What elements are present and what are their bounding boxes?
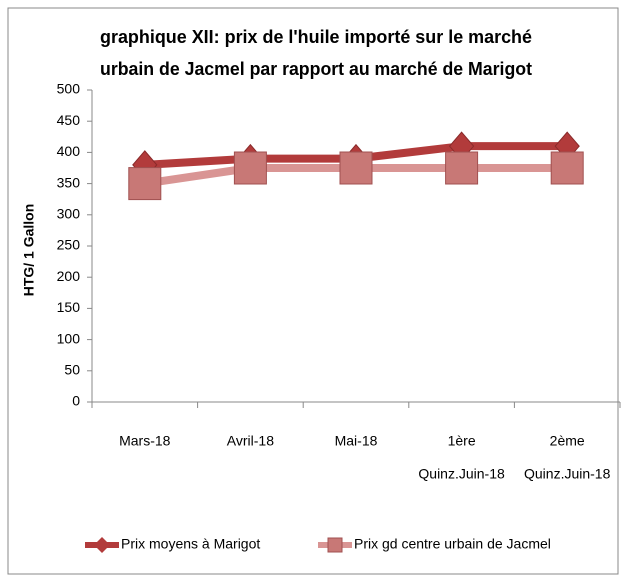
legend-label: Prix moyens à Marigot: [121, 536, 260, 552]
x-tick-label: Avril-18: [227, 433, 274, 449]
legend-marker: [94, 537, 110, 553]
y-tick-label: 400: [57, 143, 81, 159]
point-marker: [445, 151, 479, 185]
legend-marker: [327, 537, 343, 553]
y-tick-label: 0: [72, 393, 80, 409]
x-tick-label: Mars-18: [119, 433, 171, 449]
chart-border: [7, 7, 619, 575]
legend-label: Prix gd centre urbain de Jacmel: [354, 536, 551, 552]
x-tick-label: Quinz.Juin-18: [524, 466, 611, 482]
x-tick-label: 2ème: [550, 433, 585, 449]
chart-title: graphique XII: prix de l'huile importé s…: [100, 27, 532, 47]
point-marker: [128, 167, 162, 201]
y-tick-label: 150: [57, 299, 81, 315]
point-marker: [233, 151, 267, 185]
y-tick-label: 500: [57, 81, 81, 97]
point-marker: [550, 151, 584, 185]
y-tick-label: 50: [64, 362, 80, 378]
x-tick-label: 1ère: [448, 433, 476, 449]
y-tick-label: 300: [57, 206, 81, 222]
y-tick-label: 200: [57, 268, 81, 284]
point-marker: [339, 151, 373, 185]
x-tick-label: Quinz.Juin-18: [418, 466, 505, 482]
y-tick-label: 350: [57, 174, 81, 190]
y-axis-label: HTG/ 1 Gallon: [21, 204, 37, 297]
y-tick-label: 450: [57, 112, 81, 128]
x-tick-label: Mai-18: [335, 433, 378, 449]
chart-title: urbain de Jacmel par rapport au marché d…: [100, 59, 532, 79]
y-tick-label: 100: [57, 330, 81, 346]
y-tick-label: 250: [57, 237, 81, 253]
